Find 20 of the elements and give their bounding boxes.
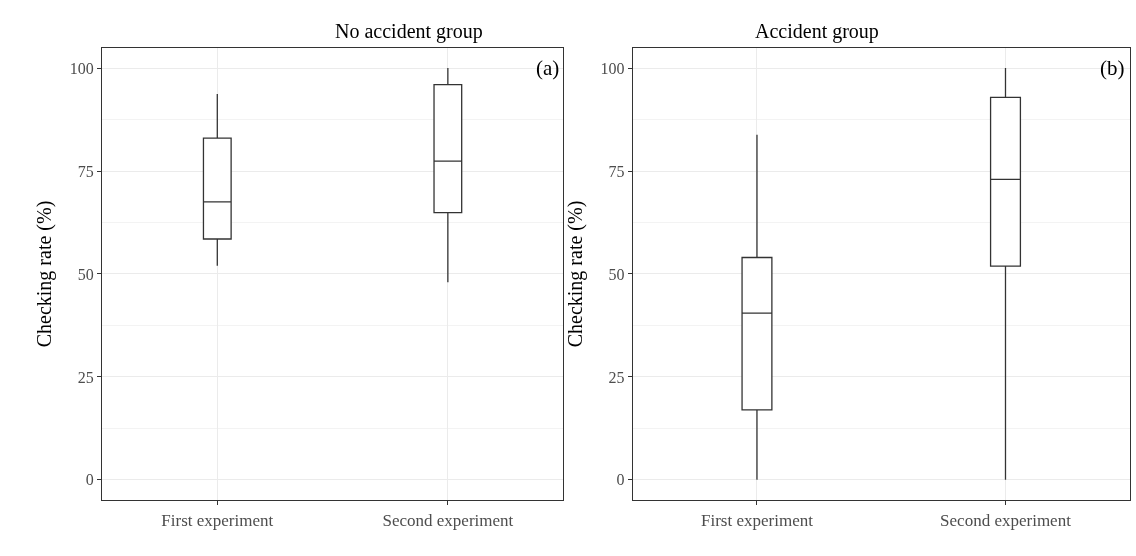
chart-title: Accident group: [755, 20, 879, 43]
y-axis-title: Checking rate (%): [33, 200, 57, 348]
annotation: (b): [1100, 56, 1125, 80]
x-tick-label: Second experiment: [382, 510, 514, 530]
y-tick-label: 25: [77, 368, 94, 386]
y-tick-label: 50: [77, 265, 94, 283]
chart-title: No accident group: [335, 20, 483, 43]
y-tick-label: 75: [77, 162, 94, 180]
y-tick-label: 25: [608, 368, 625, 386]
x-tick-label: Second experiment: [940, 510, 1072, 530]
y-tick-label: 100: [600, 59, 625, 77]
y-tick-label: 100: [69, 59, 94, 77]
y-tick-label: 50: [608, 265, 625, 283]
x-tick-label: First experiment: [701, 510, 814, 530]
annotation: (a): [536, 56, 560, 80]
y-tick-label: 0: [616, 471, 625, 489]
y-axis-title: Checking rate (%): [564, 200, 588, 348]
y-tick-label: 0: [85, 471, 94, 489]
x-tick-label: First experiment: [161, 510, 274, 530]
y-tick-label: 75: [608, 162, 625, 180]
